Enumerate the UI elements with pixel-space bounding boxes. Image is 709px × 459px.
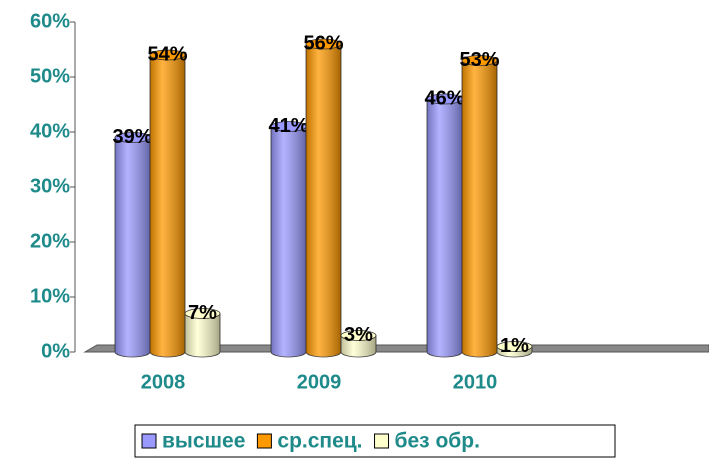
bar-top: [461, 55, 498, 66]
bar-top: [184, 308, 221, 319]
x-tick-label: 2010: [453, 371, 498, 393]
y-tick-label: 10%: [30, 285, 70, 307]
data-label: 7%: [188, 302, 217, 324]
y-tick-label: 30%: [30, 175, 70, 197]
bar: [496, 341, 533, 358]
bar-top: [149, 49, 186, 61]
x-tick-label: 2009: [297, 371, 342, 393]
bar-top: [305, 38, 342, 50]
y-tick-label: 60%: [30, 10, 70, 32]
legend-label: высшее: [162, 430, 245, 453]
legend-swatch: [374, 433, 390, 449]
data-label: 1%: [500, 335, 529, 357]
bar-shade: [185, 313, 220, 357]
bar: [340, 330, 377, 358]
bar-shade: [306, 44, 341, 357]
bar-shade: [271, 126, 306, 357]
y-tick-label: 0%: [41, 340, 70, 362]
data-label: 46%: [424, 87, 464, 109]
bar: [184, 308, 221, 358]
data-label: 39%: [112, 126, 152, 148]
data-label: 41%: [268, 115, 308, 137]
data-label: 3%: [344, 324, 373, 346]
bar: [270, 121, 307, 358]
data-label: 56%: [303, 32, 343, 54]
legend-swatch: [256, 433, 272, 449]
bar-shade: [462, 60, 497, 357]
bar: [149, 49, 186, 358]
bar-top: [340, 330, 377, 341]
bar: [114, 132, 151, 358]
y-tick-label: 40%: [30, 120, 70, 142]
legend-label: без обр.: [395, 430, 480, 453]
bar-top: [496, 341, 533, 352]
legend-swatch: [141, 433, 157, 449]
x-tick-label: 2008: [141, 371, 186, 393]
bar: [426, 93, 463, 358]
bar-shade: [427, 99, 462, 357]
data-label: 53%: [459, 49, 499, 71]
bar-shade: [115, 137, 150, 357]
bar: [305, 38, 342, 358]
bar-shade: [150, 55, 185, 357]
legend-label: ср.спец.: [277, 430, 362, 453]
y-tick-label: 20%: [30, 230, 70, 252]
bar: [461, 55, 498, 358]
legend-box: [134, 424, 616, 458]
data-label: 54%: [147, 43, 187, 65]
bar-shade: [341, 335, 376, 357]
y-tick-label: 50%: [30, 65, 70, 87]
